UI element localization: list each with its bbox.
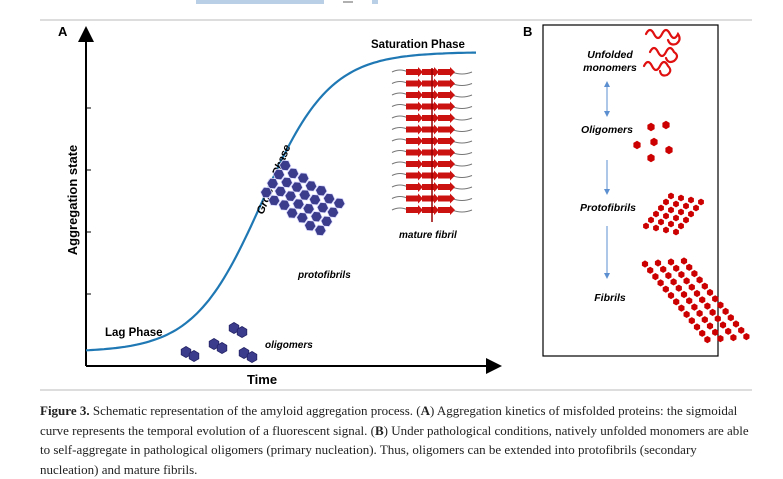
stage-label-oligomers: Oligomers bbox=[581, 124, 633, 136]
fibrils-illustration bbox=[641, 257, 750, 344]
panel-a-label: A bbox=[58, 24, 68, 39]
y-axis-label: Aggregation state bbox=[65, 145, 80, 256]
top-highlight-mark bbox=[372, 0, 378, 4]
oligomer-cluster bbox=[180, 322, 258, 363]
caption-figure-label: Figure 3. bbox=[40, 403, 90, 418]
caption-text-2: ) Aggregation kinetics of misfolded prot… bbox=[40, 403, 738, 438]
oligomers-annotation: oligomers bbox=[265, 340, 313, 351]
top-highlight-bar bbox=[196, 0, 324, 4]
caption-text-1: Schematic representation of the amyloid … bbox=[89, 403, 421, 418]
caption-ref-b: B bbox=[375, 422, 384, 438]
mature-fibril-illustration bbox=[391, 67, 473, 222]
protofibrils-illustration bbox=[643, 192, 704, 236]
stage-label-fibrils: Fibrils bbox=[594, 292, 626, 304]
protofibril-ribbons bbox=[260, 159, 346, 237]
caption-ref-a: A bbox=[420, 403, 431, 418]
oligomers-illustration bbox=[633, 120, 673, 163]
sigmoid-curve bbox=[85, 51, 476, 352]
x-axis-label: Time bbox=[247, 372, 277, 387]
figure-graphic: A Aggregation state Time Lag Phase Growt… bbox=[40, 19, 752, 391]
lag-phase-label: Lag Phase bbox=[105, 327, 163, 339]
caption-text-3: ) Under pathological conditions, nativel… bbox=[40, 422, 749, 477]
stage-label-unfolded-line1: Unfolded bbox=[587, 49, 633, 61]
panel-b-label: B bbox=[523, 24, 532, 39]
stage-label-unfolded-line2: monomers bbox=[583, 62, 637, 74]
unfolded-monomers-illustration bbox=[642, 28, 681, 77]
saturation-phase-label: Saturation Phase bbox=[371, 39, 465, 51]
mature-fibril-annotation: mature fibril bbox=[399, 230, 457, 241]
protofibrils-annotation: protofibrils bbox=[297, 270, 351, 281]
top-separator bbox=[343, 1, 353, 3]
panel-b-frame bbox=[542, 24, 719, 357]
figure-caption: Figure 3. Schematic representation of th… bbox=[40, 401, 752, 479]
y-axis-ticks bbox=[86, 107, 91, 295]
stage-label-protofibrils: Protofibrils bbox=[580, 202, 636, 214]
